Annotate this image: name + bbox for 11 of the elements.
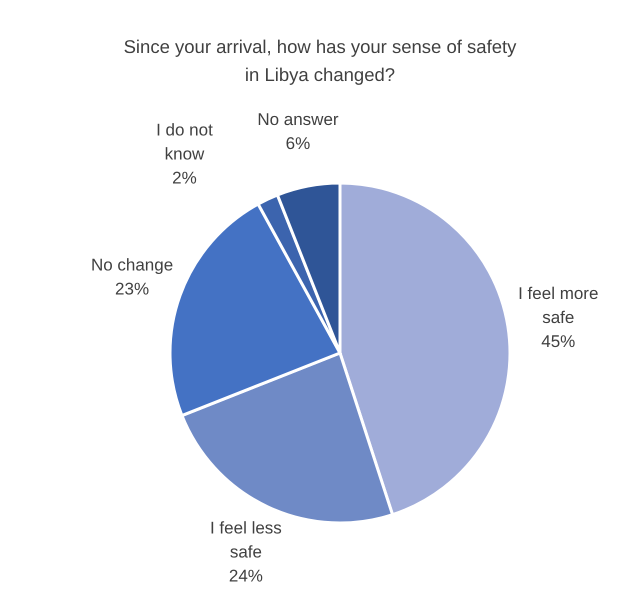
slice-label: No change xyxy=(90,256,174,275)
slice-label: No answer xyxy=(257,110,339,130)
data-label: 6% xyxy=(286,134,310,154)
data-label: 2% xyxy=(172,168,197,188)
data-label: 23% xyxy=(115,280,150,299)
slice-label: I feel more safe xyxy=(518,284,598,327)
slice-label: I feel less safe xyxy=(210,518,282,562)
chart-title: Since your arrival, how has your sense of safety in Libya changed? xyxy=(124,36,518,85)
data-label: 24% xyxy=(228,566,263,586)
data-label: 45% xyxy=(541,332,576,351)
slice-label: I do not know xyxy=(156,120,214,164)
